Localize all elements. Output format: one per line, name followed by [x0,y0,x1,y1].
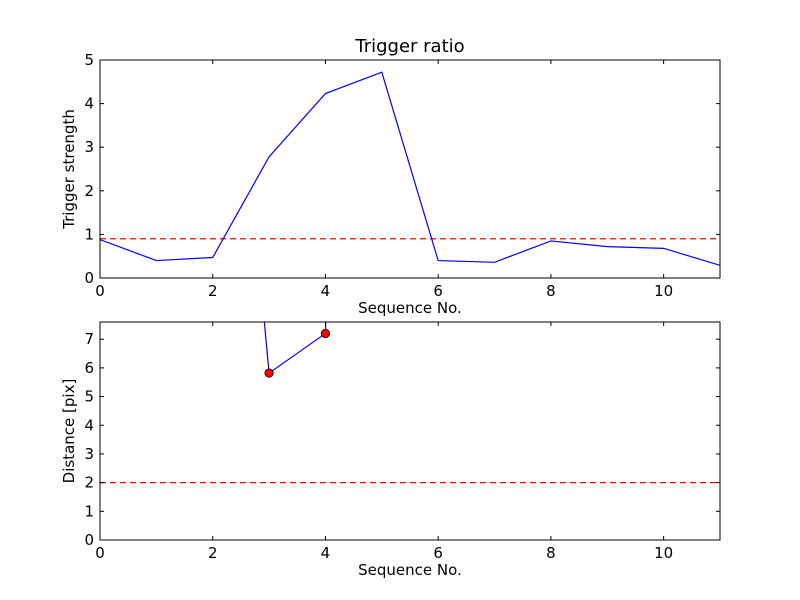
y-tick-label: 2 [84,474,94,492]
x-tick-label: 4 [321,282,331,300]
axes-frame [99,59,721,279]
data-point [320,328,331,339]
trigger-ratio-panel: 0 2 4 6 8 10 0 1 2 3 4 5 Sequence No. Trigger strengt… [60,36,721,317]
data-point [264,368,274,378]
y-axis-label: Trigger strength [60,109,78,230]
x-tick-label: 2 [208,282,218,300]
x-tick-label: 8 [546,544,556,562]
y-tick-label: 7 [84,330,94,348]
y-tick-label: 2 [84,182,94,200]
series-line [100,71,720,266]
y-tick-label: 4 [84,95,94,113]
y-tick-label: 5 [84,51,94,69]
y-tick-label: 3 [84,138,94,156]
x-axis-label: Sequence No. [358,299,462,317]
x-tick-label: 6 [433,282,443,300]
x-tick-label: 0 [95,544,105,562]
y-tick-label: 0 [84,269,94,287]
x-tick-label: 2 [208,544,218,562]
y-axis-label: Distance [pix] [60,379,78,484]
y-tick-label: 3 [84,445,94,463]
y-tick-label: 1 [84,225,94,243]
x-tick-label: 10 [654,544,673,562]
y-tick-label: 0 [84,531,94,549]
chart-title: Trigger ratio [354,36,464,57]
x-tick-label: 8 [546,282,556,300]
y-tick-label: 6 [84,359,94,377]
x-tick-label: 6 [433,544,443,562]
x-tick-label: 0 [95,282,105,300]
y-tick-label: 4 [84,416,94,434]
series-line [263,322,327,375]
x-tick-label: 4 [321,544,331,562]
y-tick-label: 5 [84,388,94,406]
axes-frame [99,321,721,541]
distance-panel: 0 2 4 6 8 10 0 1 2 3 4 5 6 7 Sequence No. Distance [pix… [60,321,721,579]
y-tick-label: 1 [84,502,94,520]
x-axis-label: Sequence No. [358,561,462,579]
x-tick-label: 10 [654,282,673,300]
